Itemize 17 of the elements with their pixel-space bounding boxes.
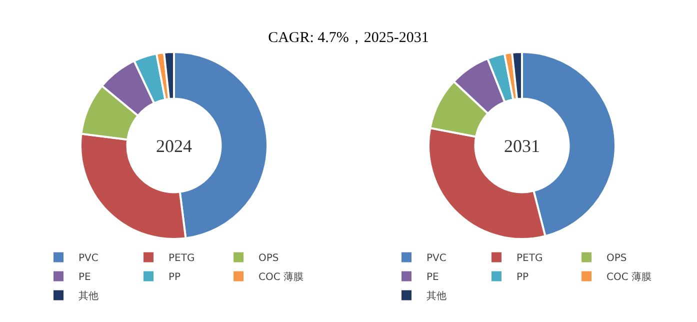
legend-label: COC 薄膜 bbox=[258, 271, 304, 284]
legend-label: 其他 bbox=[426, 290, 446, 302]
legend-label: 其他 bbox=[78, 290, 98, 302]
text: CAGR: 4.7%，2025-2031 bbox=[267, 29, 430, 47]
legend-label: PVC bbox=[426, 253, 446, 264]
legend-label: PETG bbox=[168, 253, 195, 264]
legend-label: COC 薄膜 bbox=[606, 271, 652, 284]
legend-label: PP bbox=[168, 272, 181, 284]
legend-label: PVC bbox=[78, 253, 98, 264]
legend-label: OPS bbox=[258, 253, 279, 264]
text: 2031 bbox=[504, 136, 540, 156]
legend-label: OPS bbox=[606, 253, 627, 264]
legend-label: PE bbox=[426, 272, 439, 284]
legend-label: PP bbox=[516, 272, 529, 284]
legend-label: PE bbox=[78, 272, 91, 284]
legend-label: PETG bbox=[516, 253, 543, 264]
text: 2024 bbox=[156, 136, 192, 156]
